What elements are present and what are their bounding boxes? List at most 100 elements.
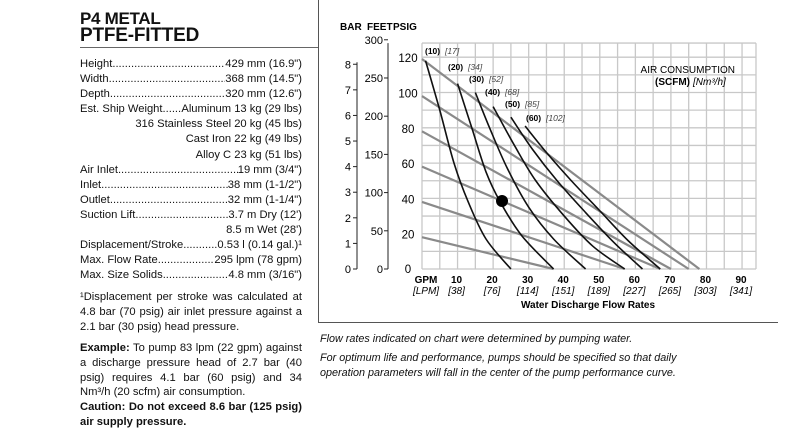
spec-value: 316 Stainless Steel 20 kg (45 lbs)	[135, 118, 302, 131]
x-tick-label: 40	[558, 275, 570, 286]
psig-tick-label: 40	[402, 194, 415, 206]
x-tick-label-lpm: [76]	[483, 286, 501, 297]
spec-value: 295 lpm (78 gpm)	[214, 254, 302, 267]
spec-label: Width	[80, 73, 109, 86]
feet-tick-label: 50	[371, 226, 383, 238]
spec-row: Inlet 38 mm (1-1/2")	[80, 178, 302, 193]
header-divider	[80, 47, 318, 48]
x-tick-label: 70	[664, 275, 676, 286]
spec-value: 32 mm (1-1/4")	[227, 193, 302, 206]
pressure-line	[421, 236, 554, 271]
spec-value: Alloy C 23 kg (51 lbs)	[195, 148, 302, 161]
feet-tick-label: 300	[365, 35, 383, 47]
spec-value: 8.5 m Wet (28')	[226, 224, 302, 237]
curve-label-metric: [68]	[504, 87, 520, 97]
psig-tick-label: 100	[398, 89, 417, 101]
bar-tick-label: 5	[345, 136, 351, 148]
psig-tick-label: 20	[402, 230, 415, 242]
spec-value: 0.53 l (0.14 gal.)¹	[217, 239, 302, 252]
chart-frame-left	[318, 0, 319, 323]
curve-label: (20)	[448, 62, 463, 72]
x-tick-label: 80	[700, 275, 712, 286]
air-consumption-curve	[510, 116, 644, 270]
curve-label: (60)	[526, 113, 541, 123]
spec-value: 3.7 m Dry (12')	[228, 208, 302, 221]
spec-value: 429 mm (16.9")	[225, 58, 302, 70]
curve-label: (40)	[485, 87, 500, 97]
x-tick-label: 30	[522, 275, 534, 286]
x-tick-label: 20	[487, 275, 499, 286]
spec-value: Aluminum 13 kg (29 lbs)	[181, 103, 302, 116]
curve-label-metric: [52]	[488, 74, 504, 84]
x-tick-label-lpm: [265]	[658, 286, 681, 297]
x-tick-label-lpm: [341]	[729, 286, 752, 297]
air-consumption-curve	[474, 92, 587, 270]
bar-tick-label: 3	[345, 187, 351, 199]
feet-tick-label: 100	[365, 188, 383, 200]
caution-body: Do not exceed 8.6 bar (125 psig) air sup…	[80, 401, 302, 428]
psig-tick-label: 80	[402, 124, 415, 136]
x-tick-label: 50	[593, 275, 605, 286]
spec-row: Air Inlet 19 mm (3/4")	[80, 163, 302, 178]
performance-chart: (10) [17] (20) [34] (30) [52] (40) [68] (50) [85]…	[340, 22, 757, 311]
curve-label: (50)	[505, 99, 520, 109]
x-tick-label-lpm: [38]	[447, 286, 465, 297]
spec-label: Est. Ship Weight	[80, 103, 163, 116]
spec-value: 19 mm (3/4")	[237, 163, 302, 176]
spec-row: 316 Stainless Steel 20 kg (45 lbs)	[80, 117, 302, 132]
feet-tick-label: 250	[365, 73, 383, 85]
spec-row: Max. Flow Rate 295 lpm (78 gpm)	[80, 253, 302, 268]
caution-text: Caution: Do not exceed 8.6 bar (125 psig…	[80, 400, 302, 430]
feet-tick-label: 150	[365, 149, 383, 161]
legend-unit: (SCFM)	[655, 77, 690, 88]
x-tick-label-lpm: [303]	[693, 286, 716, 297]
footnote: ¹Displacement per stroke was calculated …	[80, 291, 302, 333]
spec-value: 38 mm (1-1/2")	[227, 178, 302, 191]
curve-label-metric: [17]	[444, 46, 460, 56]
psig-tick-label: 0	[405, 264, 411, 276]
spec-label: Air Inlet	[80, 163, 118, 176]
legend-title: AIR CONSUMPTION	[641, 65, 735, 76]
example-label: Example:	[80, 342, 130, 354]
spec-value: 320 mm (12.6")	[225, 88, 302, 101]
spec-value: 368 mm (14.5")	[225, 73, 302, 86]
spec-value: 4.8 mm (3/16")	[228, 269, 302, 282]
spec-row: Height 429 mm (16.9")	[80, 57, 302, 72]
axis-header: FEET	[367, 22, 393, 33]
spec-row: Cast Iron 22 kg (49 lbs)	[80, 132, 302, 147]
curve-label-metric: [34]	[467, 62, 483, 72]
spec-row: Displacement/Stroke 0.53 l (0.14 gal.)¹	[80, 238, 302, 253]
air-consumption-curve	[424, 60, 512, 270]
bar-tick-label: 2	[345, 213, 351, 225]
spec-row: Outlet 32 mm (1-1/4")	[80, 193, 302, 208]
x-tick-label: 60	[629, 275, 641, 286]
axis-header: PSIG	[393, 22, 417, 33]
caution-label: Caution:	[80, 401, 126, 413]
x-tick-label-lpm: [114]	[516, 286, 539, 297]
pressure-line	[421, 95, 690, 270]
spec-label: Max. Size Solids	[80, 269, 163, 282]
bar-tick-label: 4	[345, 162, 351, 174]
curve-label-metric: [85]	[524, 99, 540, 109]
bar-tick-label: 0	[345, 264, 351, 276]
product-subtitle: PTFE-FITTED	[80, 25, 200, 46]
product-title: P4 METAL	[80, 9, 161, 28]
spec-label: Outlet	[80, 193, 110, 206]
legend-unit-metric: [Nm³/h]	[692, 77, 726, 88]
spec-label: Suction Lift	[80, 208, 136, 221]
x-unit-lpm: [LPM]	[412, 286, 439, 297]
spec-row: Max. Size Solids 4.8 mm (3/16")	[80, 268, 302, 283]
spec-row: Width 368 mm (14.5")	[80, 72, 302, 87]
psig-tick-label: 60	[402, 159, 415, 171]
psig-tick-label: 120	[398, 53, 417, 65]
feet-tick-label: 200	[365, 111, 383, 123]
spec-row: Suction Lift 3.7 m Dry (12')	[80, 208, 302, 223]
example-point	[496, 195, 509, 208]
spec-row: Depth 320 mm (12.6")	[80, 87, 302, 102]
x-tick-label-lpm: [227]	[622, 286, 645, 297]
pressure-line	[421, 58, 701, 270]
spec-label: Height	[80, 58, 113, 70]
curve-label: (10)	[425, 46, 440, 56]
example-text: Example: To pump 83 lpm (22 gpm) against…	[80, 341, 302, 400]
spec-value: Cast Iron 22 kg (49 lbs)	[185, 133, 302, 146]
